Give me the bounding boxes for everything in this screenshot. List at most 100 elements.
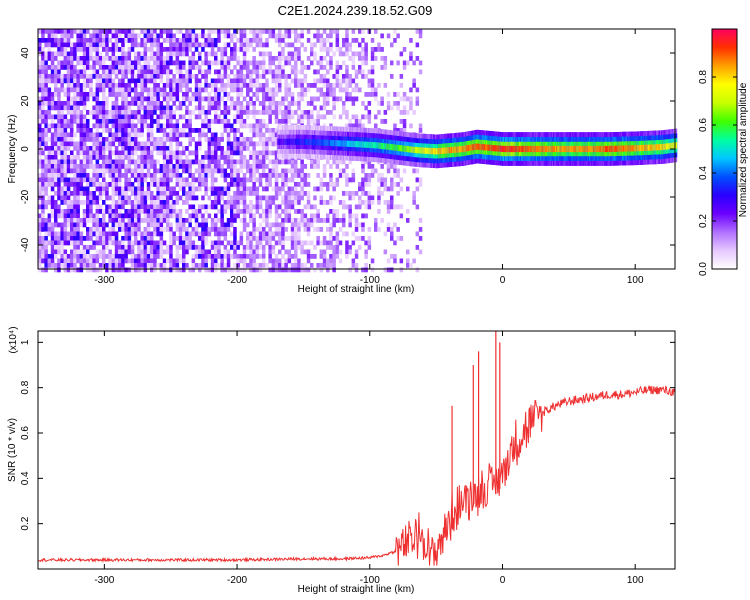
heatmap-cell <box>274 74 279 79</box>
heatmap-cell <box>143 65 148 70</box>
heatmap-cell <box>348 74 352 79</box>
heatmap-cell <box>354 213 359 219</box>
heatmap-cell <box>297 195 301 201</box>
heatmap-cell <box>332 83 336 88</box>
heatmap-cell <box>409 51 413 57</box>
heatmap-cell <box>66 38 71 43</box>
heatmap-cell <box>50 96 55 102</box>
heatmap-cell <box>73 231 77 237</box>
heatmap-cell <box>63 182 68 187</box>
heatmap-cell <box>134 204 138 210</box>
heatmap-cell <box>345 33 349 39</box>
heatmap-cell <box>79 177 84 183</box>
heatmap-cell <box>82 29 87 34</box>
heatmap-cell <box>137 141 141 147</box>
heatmap-cell <box>38 29 42 34</box>
heatmap-cell <box>255 159 260 165</box>
heatmap-cell <box>114 101 119 106</box>
heatmap-cell <box>246 222 250 228</box>
heatmap-cell <box>255 204 260 210</box>
heatmap-cell <box>390 177 394 183</box>
heatmap-cell <box>274 83 279 88</box>
heatmap-cell <box>50 222 55 228</box>
heatmap-cell <box>306 218 311 223</box>
heatmap-cell <box>150 128 154 133</box>
heatmap-cell <box>134 87 138 93</box>
heatmap-cell <box>79 101 84 106</box>
heatmap-cell <box>44 168 48 174</box>
heatmap-cell <box>319 38 324 43</box>
heatmap-cell <box>118 186 122 192</box>
heatmap-cell <box>306 258 311 264</box>
heatmap-cell <box>114 150 119 156</box>
heatmap-cell <box>255 177 260 183</box>
heatmap-cell <box>118 33 122 39</box>
heatmap-cell <box>73 51 77 57</box>
heatmap-cell <box>306 191 311 196</box>
heatmap-cell <box>73 164 77 169</box>
heatmap-cell <box>223 51 228 57</box>
heatmap-cell <box>166 69 170 75</box>
heatmap-cell <box>249 263 253 268</box>
heatmap-cell <box>380 119 384 124</box>
heatmap-cell <box>79 33 84 39</box>
heatmap-cell <box>268 141 272 147</box>
heatmap-cell <box>156 38 160 43</box>
heatmap-cell <box>153 56 157 61</box>
heatmap-cell <box>41 47 45 52</box>
heatmap-cell <box>274 150 279 156</box>
heatmap-cell <box>127 29 132 34</box>
heatmap-cell <box>86 249 90 255</box>
heatmap-cell <box>210 218 215 223</box>
heatmap-cell <box>86 150 90 156</box>
heatmap-cell <box>268 56 272 61</box>
heatmap-cell <box>262 96 266 102</box>
heatmap-cell <box>326 218 330 223</box>
heatmap-cell <box>262 236 266 241</box>
heatmap-cell <box>198 132 202 138</box>
heatmap-cell <box>198 101 202 106</box>
heatmap-cell <box>41 96 45 102</box>
heatmap-cell <box>191 191 196 196</box>
heatmap-cell <box>274 110 279 115</box>
heatmap-cell <box>111 33 116 39</box>
heatmap-cell <box>290 92 295 97</box>
heatmap-cell <box>364 267 368 273</box>
heatmap-cell <box>178 159 183 165</box>
heatmap-cell <box>399 236 404 241</box>
heatmap-cell <box>310 42 314 48</box>
heatmap-cell <box>204 42 208 48</box>
heatmap-cell <box>354 83 359 88</box>
heatmap-cell <box>169 258 173 264</box>
heatmap-cell <box>258 150 263 156</box>
heatmap-cell <box>130 74 135 79</box>
heatmap-cell <box>150 146 154 151</box>
heatmap-cell <box>306 38 311 43</box>
heatmap-cell <box>268 65 272 70</box>
heatmap-cell <box>140 263 144 268</box>
heatmap-cell <box>124 195 128 201</box>
heatmap-cell <box>303 110 308 115</box>
heatmap-cell <box>274 195 279 201</box>
heatmap-cell <box>217 195 221 201</box>
heatmap-cell <box>230 123 234 129</box>
heatmap-cell <box>210 105 215 111</box>
heatmap-cell <box>249 96 253 102</box>
heatmap-cell <box>124 209 128 214</box>
heatmap-cell <box>63 29 68 34</box>
heatmap-cell <box>153 65 157 70</box>
heatmap-cell <box>50 33 55 39</box>
heatmap-cell <box>396 60 400 66</box>
heatmap-cell <box>242 218 247 223</box>
heatmap-cell <box>230 195 234 201</box>
heatmap-cell <box>255 128 260 133</box>
heatmap-cell <box>399 186 404 192</box>
heatmap-cell <box>76 249 80 255</box>
heatmap-cell <box>255 155 260 160</box>
heatmap-cell <box>370 200 375 205</box>
heatmap-cell <box>111 236 116 241</box>
heatmap-cell <box>54 137 58 142</box>
heatmap-cell <box>105 236 109 241</box>
heatmap-cell <box>281 65 285 70</box>
heatmap-cell <box>169 177 173 183</box>
